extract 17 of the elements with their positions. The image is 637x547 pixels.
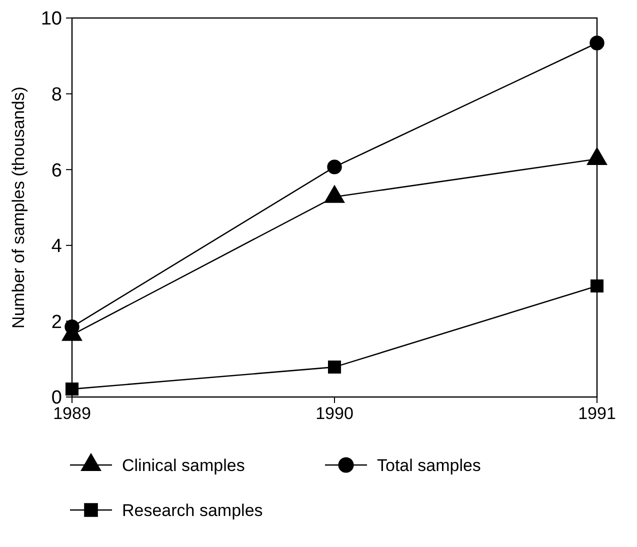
- y-tick-label: 4: [51, 236, 62, 258]
- point: [65, 382, 79, 396]
- x-tick-label: 1990: [316, 404, 354, 423]
- x-tick-label: 1989: [53, 404, 91, 423]
- y-axis-title: Number of samples (thousands): [9, 86, 28, 328]
- y-tick-label: 8: [51, 84, 62, 106]
- point: [328, 360, 342, 374]
- point: [590, 279, 604, 292]
- legend-label: Total samples: [377, 456, 481, 475]
- y-tick-label: 2: [51, 312, 62, 333]
- legend-label: Research samples: [122, 500, 263, 520]
- point: [590, 36, 604, 50]
- y-tick-label: 6: [51, 160, 62, 182]
- y-tick-label: 10: [40, 8, 62, 30]
- x-tick-label: 1991: [578, 404, 616, 423]
- legend-label: Clinical samples: [122, 456, 245, 475]
- point: [327, 160, 342, 174]
